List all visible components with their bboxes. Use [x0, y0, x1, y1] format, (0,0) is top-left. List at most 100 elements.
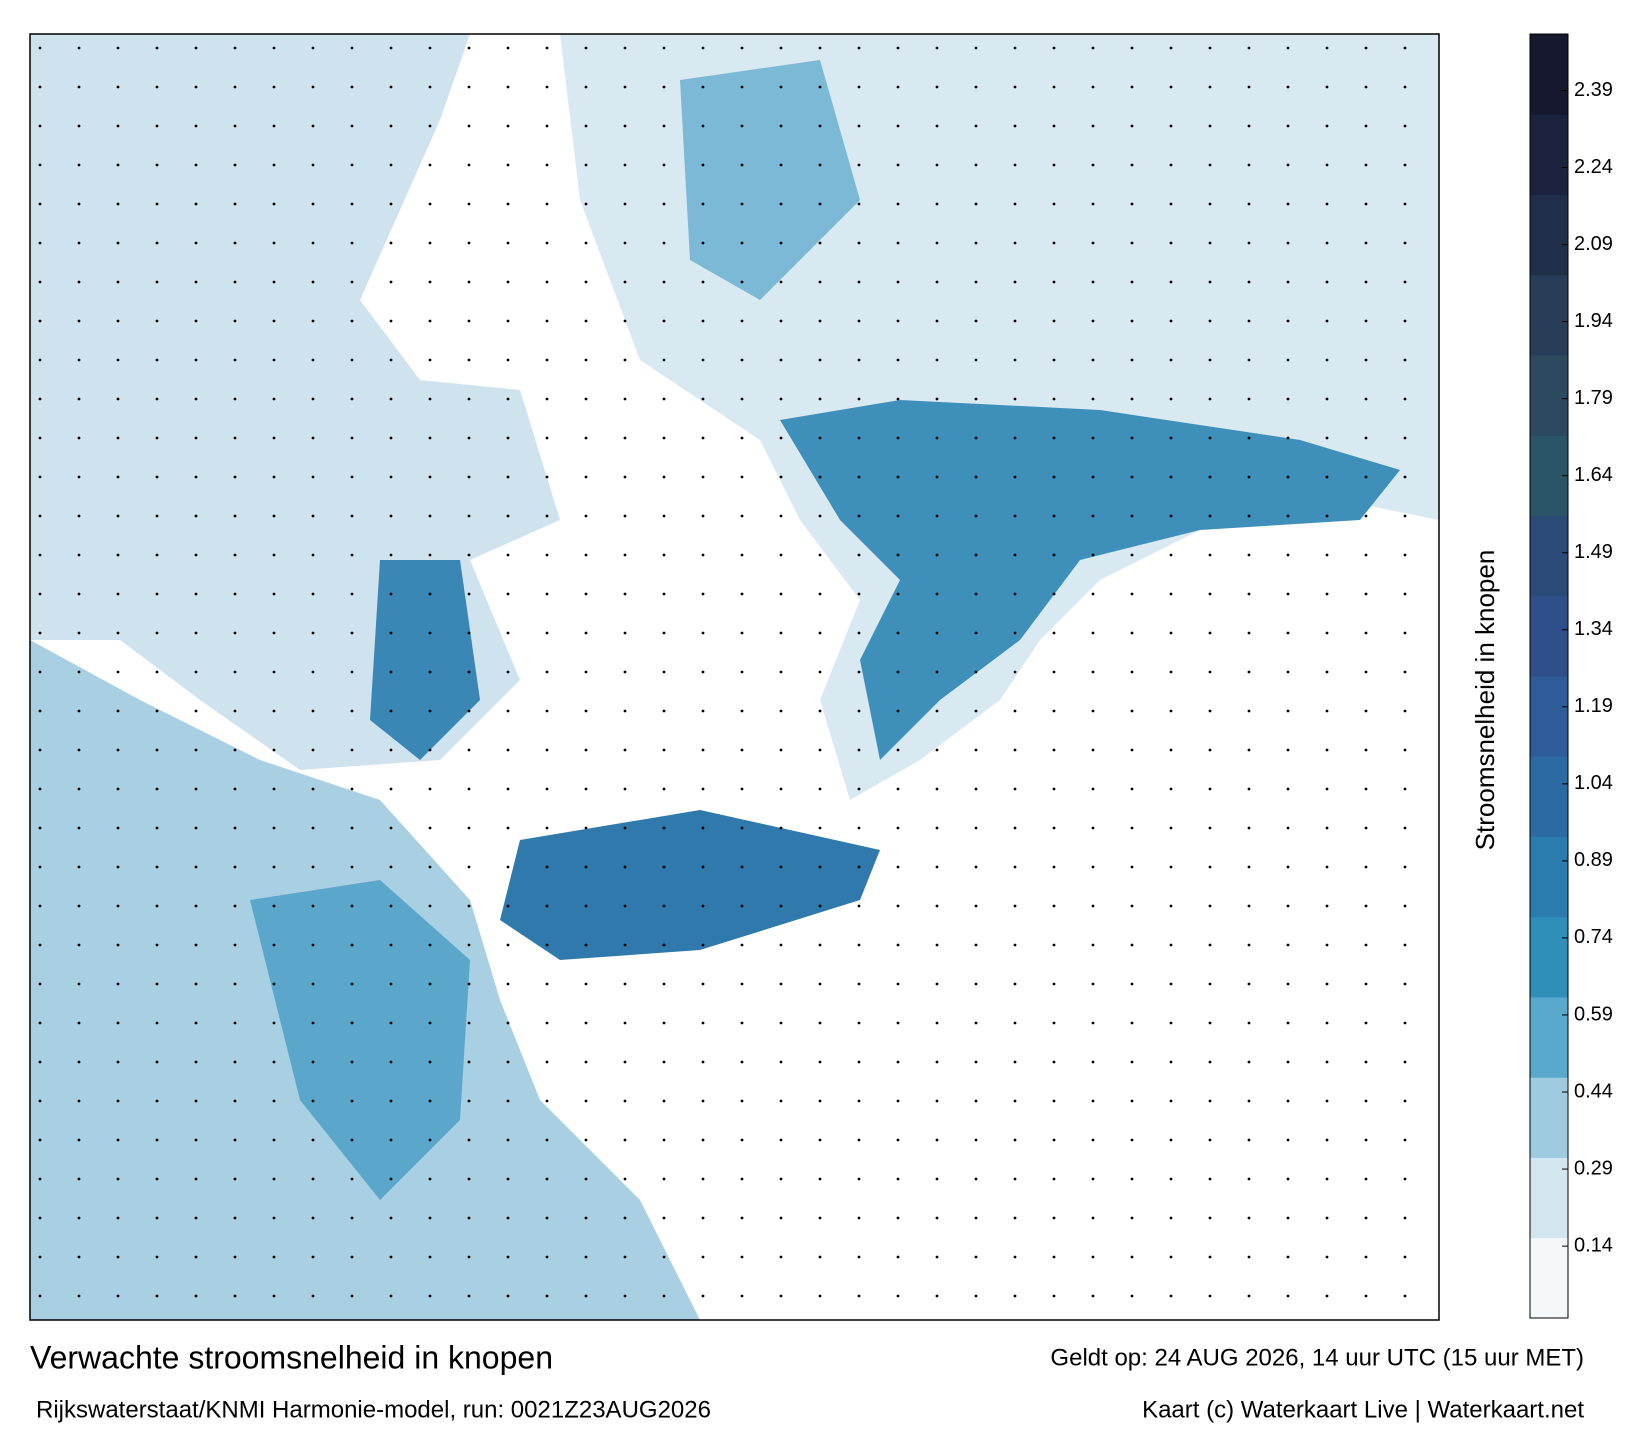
grid-dot	[935, 163, 939, 167]
estuary	[500, 810, 880, 960]
grid-dot	[1325, 319, 1329, 323]
grid-dot	[1169, 1060, 1173, 1064]
grid-dot	[350, 904, 354, 908]
grid-dot	[740, 1021, 744, 1025]
grid-dot	[1403, 670, 1407, 674]
grid-dot	[857, 85, 861, 89]
grid-dot	[1247, 670, 1251, 674]
grid-dot	[389, 709, 393, 713]
grid-dot	[1286, 241, 1290, 245]
grid-dot	[1013, 592, 1017, 596]
grid-dot	[38, 865, 42, 869]
grid-dot	[77, 826, 81, 830]
grid-dot	[1091, 748, 1095, 752]
grid-dot	[1247, 319, 1251, 323]
grid-dot	[779, 241, 783, 245]
grid-dot	[779, 436, 783, 440]
grid-dot	[1208, 904, 1212, 908]
grid-dot	[38, 85, 42, 89]
grid-dot	[1091, 553, 1095, 557]
grid-dot	[1130, 709, 1134, 713]
grid-dot	[233, 85, 237, 89]
grid-dot	[1169, 514, 1173, 518]
grid-dot	[311, 124, 315, 128]
grid-dot	[701, 1294, 705, 1298]
grid-dot	[1130, 1099, 1134, 1103]
grid-dot	[506, 1255, 510, 1259]
grid-dot	[1052, 631, 1056, 635]
grid-dot	[38, 1294, 42, 1298]
grid-dot	[935, 982, 939, 986]
grid-dot	[1403, 1138, 1407, 1142]
grid-dot	[1364, 436, 1368, 440]
grid-dot	[1013, 709, 1017, 713]
grid-dot	[77, 475, 81, 479]
grid-dot	[1013, 1177, 1017, 1181]
grid-dot	[506, 670, 510, 674]
grid-dot	[1013, 202, 1017, 206]
grid-dot	[1286, 514, 1290, 518]
grid-dot	[857, 436, 861, 440]
colorbar-label: Stroomsnelheid in knopen	[1470, 550, 1500, 851]
grid-dot	[1208, 280, 1212, 284]
grid-dot	[935, 748, 939, 752]
grid-dot	[38, 748, 42, 752]
grid-dot	[389, 631, 393, 635]
grid-dot	[1130, 865, 1134, 869]
grid-dot	[1325, 1021, 1329, 1025]
grid-dot	[740, 631, 744, 635]
grid-dot	[1091, 475, 1095, 479]
grid-dot	[155, 748, 159, 752]
grid-dot	[155, 1177, 159, 1181]
grid-dot	[896, 1294, 900, 1298]
grid-dot	[818, 943, 822, 947]
grid-dot	[1403, 826, 1407, 830]
grid-dot	[740, 280, 744, 284]
grid-dot	[1325, 514, 1329, 518]
grid-dot	[116, 787, 120, 791]
grid-dot	[1169, 1294, 1173, 1298]
grid-dot	[779, 826, 783, 830]
grid-dot	[155, 553, 159, 557]
grid-dot	[896, 670, 900, 674]
grid-dot	[272, 1294, 276, 1298]
grid-dot	[311, 982, 315, 986]
grid-dot	[272, 280, 276, 284]
grid-dot	[1325, 1177, 1329, 1181]
grid-dot	[350, 592, 354, 596]
grid-dot	[896, 787, 900, 791]
grid-dot	[1286, 280, 1290, 284]
grid-dot	[272, 787, 276, 791]
colorbar-band	[1530, 916, 1568, 998]
grid-dot	[1325, 1294, 1329, 1298]
grid-dot	[1052, 1177, 1056, 1181]
colorbar-tick-label: 0.29	[1574, 1157, 1613, 1179]
grid-dot	[1403, 475, 1407, 479]
grid-dot	[1364, 475, 1368, 479]
grid-dot	[935, 1255, 939, 1259]
grid-dot	[584, 280, 588, 284]
grid-dot	[1247, 397, 1251, 401]
grid-dot	[818, 1177, 822, 1181]
grid-dot	[974, 1216, 978, 1220]
grid-dot	[662, 1138, 666, 1142]
grid-dot	[1247, 943, 1251, 947]
grid-dot	[1130, 631, 1134, 635]
grid-dot	[233, 475, 237, 479]
grid-dot	[194, 319, 198, 323]
grid-dot	[1052, 787, 1056, 791]
grid-dot	[662, 943, 666, 947]
grid-dot	[1364, 1177, 1368, 1181]
grid-dot	[116, 1177, 120, 1181]
grid-dot	[1130, 85, 1134, 89]
grid-dot	[428, 631, 432, 635]
grid-dot	[155, 1255, 159, 1259]
grid-dot	[38, 241, 42, 245]
grid-dot	[194, 1216, 198, 1220]
grid-dot	[77, 865, 81, 869]
colorbar-tick-label: 1.19	[1574, 695, 1613, 717]
grid-dot	[155, 865, 159, 869]
grid-dot	[350, 826, 354, 830]
grid-dot	[155, 163, 159, 167]
grid-dot	[1247, 1216, 1251, 1220]
